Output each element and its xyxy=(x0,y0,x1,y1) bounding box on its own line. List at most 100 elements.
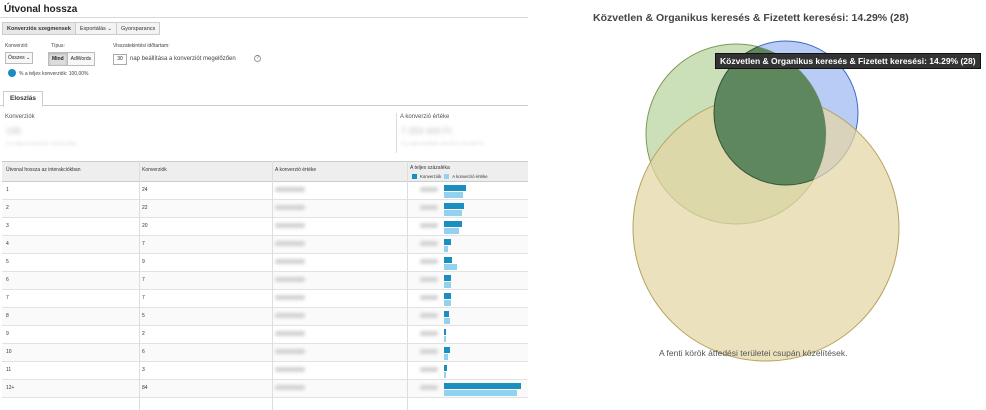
path-length-cell: 2 xyxy=(6,205,9,211)
header-percent-total[interactable]: A teljes százaléka xyxy=(410,165,450,171)
legend-swatch-dark xyxy=(412,174,417,179)
conversions-cell: 3 xyxy=(142,367,145,373)
venn-approximation-note: A fenti körök átfedési területei csupán … xyxy=(659,348,848,358)
conversions-cell: 20 xyxy=(142,223,148,229)
conversions-share-bar xyxy=(444,311,449,317)
table-row: 10 6 xyxy=(2,344,528,362)
redacted-percent-cell xyxy=(420,241,438,246)
redacted-percent-cell xyxy=(420,259,438,264)
value-share-bar xyxy=(444,372,446,378)
redacted-percent-cell xyxy=(420,277,438,282)
lookback-days-input[interactable]: 30 xyxy=(113,54,127,65)
path-length-cell: 11 xyxy=(6,367,12,373)
redacted-percent-cell xyxy=(420,385,438,390)
lookback-suffix: nap beállítása a konverziót megelőzően xyxy=(130,56,236,62)
table-row: 1 24 xyxy=(2,182,528,200)
value-share-bar xyxy=(444,210,462,216)
value-metric-label: A konverzió értéke xyxy=(400,114,450,120)
conversions-share-bar xyxy=(444,329,446,335)
column-divider xyxy=(272,161,273,410)
redacted-value-cell xyxy=(275,241,305,246)
redacted-value-cell xyxy=(275,259,305,264)
export-menu-button[interactable]: Exportálás ⌄ xyxy=(76,23,118,34)
redacted-value-cell xyxy=(275,313,305,318)
header-conversion-value[interactable]: A konverzió értéke xyxy=(275,167,317,173)
type-filter-label: Típus: xyxy=(51,43,65,49)
conversions-share-bar xyxy=(444,293,451,299)
redacted-percent-cell xyxy=(420,205,438,210)
metric-divider xyxy=(396,113,397,153)
conversions-share-bar xyxy=(444,257,452,263)
redacted-percent-cell xyxy=(420,295,438,300)
header-conversions[interactable]: Konverziók xyxy=(142,167,167,173)
page-title: Útvonal hossza xyxy=(4,4,78,15)
conversions-share-bar xyxy=(444,203,464,209)
path-length-cell: 7 xyxy=(6,295,9,301)
header-path-length[interactable]: Útvonal hossza az interakciókban xyxy=(6,167,81,173)
conversions-cell: 84 xyxy=(142,385,148,391)
tab-distribution[interactable]: Eloszlás xyxy=(3,91,44,107)
conversion-select[interactable]: Összes ⌄ xyxy=(5,52,33,64)
redacted-value-cell xyxy=(275,223,305,228)
title-divider xyxy=(0,17,528,18)
type-adwords-option[interactable]: AdWords xyxy=(66,53,95,65)
redacted-percent-cell xyxy=(420,331,438,336)
conversions-share-bar xyxy=(444,239,451,245)
conversions-cell: 6 xyxy=(142,349,145,355)
legend-label-value: A konverzió értéke xyxy=(452,174,488,179)
conversions-cell: 2 xyxy=(142,331,145,337)
path-length-cell: 5 xyxy=(6,259,9,265)
conversions-cell: 5 xyxy=(142,313,145,319)
conversions-cell: 7 xyxy=(142,277,145,283)
table-row: 2 22 xyxy=(2,200,528,218)
value-metric-sub: % a teljes értékből: 100,00 (7 254 400 F… xyxy=(401,141,484,146)
table-header: Útvonal hossza az interakciókban Konverz… xyxy=(2,162,528,182)
legend-label-conversions: Konverziók xyxy=(420,174,442,179)
shortcut-button[interactable]: Gyorsparancs xyxy=(121,26,156,32)
redacted-value-cell xyxy=(275,385,305,390)
value-share-bar xyxy=(444,282,451,288)
type-toggle: Mind AdWords xyxy=(48,52,96,66)
value-share-bar xyxy=(444,246,448,252)
redacted-percent-cell xyxy=(420,187,438,192)
value-share-bar xyxy=(444,336,446,342)
conversions-share-bar xyxy=(444,347,450,353)
redacted-percent-cell xyxy=(420,367,438,372)
conversions-cell: 24 xyxy=(142,187,148,193)
value-share-bar xyxy=(444,264,457,270)
percent-total-text: % a teljes konverziók: 100,00% xyxy=(19,71,89,77)
conversion-segments-button[interactable]: Konverziós szegmensek xyxy=(3,23,76,34)
conversions-cell: 7 xyxy=(142,295,145,301)
conversion-filter-label: Konverzió: xyxy=(5,43,29,49)
conversions-cell: 22 xyxy=(142,205,148,211)
table-body: 1 24 2 22 3 20 4 7 5 9 6 7 7 7 8 5 9 2 10 6 11 3 12+ 84 xyxy=(2,182,528,398)
value-share-bar xyxy=(444,300,451,306)
path-length-cell: 9 xyxy=(6,331,9,337)
conversions-metric-label: Konverziók xyxy=(5,114,35,120)
table-row: 12+ 84 xyxy=(2,380,528,398)
conversions-share-bar xyxy=(444,365,447,371)
table-row: 11 3 xyxy=(2,362,528,380)
path-length-cell: 12+ xyxy=(6,385,15,391)
value-share-bar xyxy=(444,228,459,234)
column-divider xyxy=(407,161,408,410)
venn-diagram xyxy=(632,40,900,362)
legend-swatch-light xyxy=(444,174,450,179)
lookback-label: Visszatekintési időtartam: xyxy=(113,43,170,49)
conversions-share-bar xyxy=(444,275,451,281)
value-share-bar xyxy=(444,354,448,360)
type-all-option[interactable]: Mind xyxy=(49,53,67,65)
path-length-table: Útvonal hossza az interakciókban Konverz… xyxy=(2,161,528,398)
redacted-percent-cell xyxy=(420,313,438,318)
path-length-cell: 1 xyxy=(6,187,9,193)
venn-title: Közvetlen & Organikus keresés & Fizetett… xyxy=(593,12,909,24)
redacted-value-cell xyxy=(275,295,305,300)
conversions-metric-value: 196 xyxy=(6,126,22,136)
redacted-value-cell xyxy=(275,331,305,336)
help-icon[interactable]: ? xyxy=(254,55,261,62)
